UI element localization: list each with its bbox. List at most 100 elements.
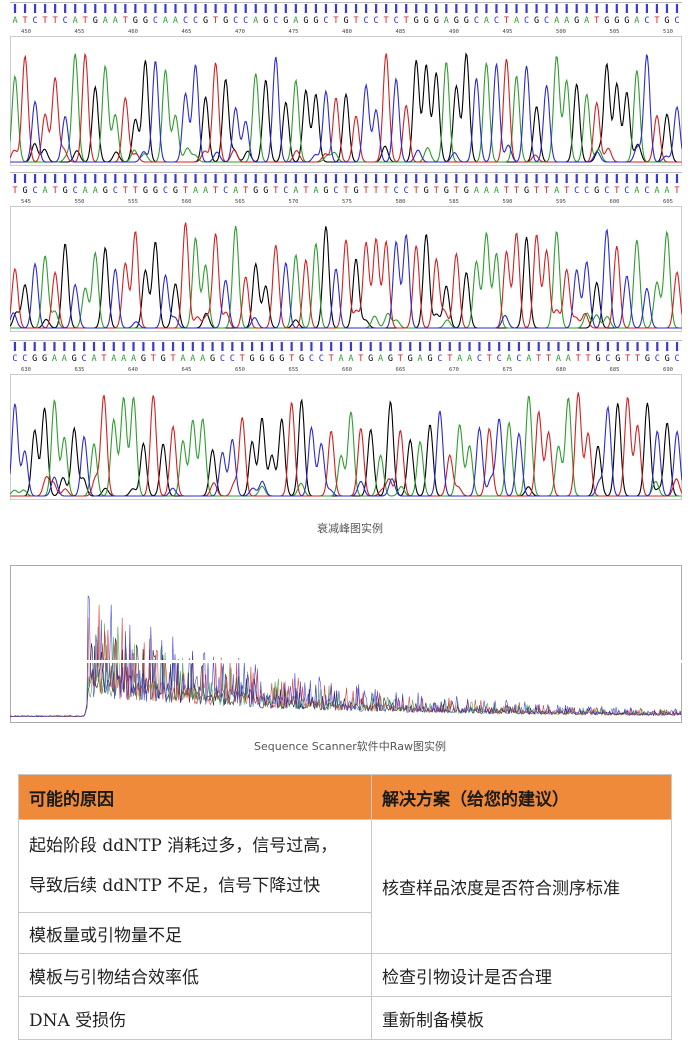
base-call-label: G [444, 186, 449, 196]
base-call-label: A [253, 16, 258, 26]
position-tick-label: 655 [289, 367, 299, 373]
base-call-label: C [497, 354, 502, 364]
position-tick-label: 565 [235, 199, 245, 205]
base-call-label: G [32, 354, 37, 364]
base-call-label: C [674, 16, 679, 26]
trace-line-G [10, 52, 682, 163]
base-call-label: T [504, 16, 509, 26]
base-call-label: C [605, 354, 610, 364]
base-call-label: T [53, 16, 58, 26]
base-call-label: G [414, 16, 419, 26]
base-call-label: G [594, 186, 599, 196]
base-call-label: C [477, 354, 482, 364]
base-call-label: A [457, 354, 462, 364]
position-tick-label: 550 [75, 199, 85, 205]
base-call-label: G [408, 354, 413, 364]
position-tick-label: 595 [556, 199, 566, 205]
cause-cell: DNA 受损伤 [18, 996, 372, 1040]
base-call-label: G [434, 16, 439, 26]
base-call-label: C [22, 354, 27, 364]
base-call-label: T [12, 186, 17, 196]
base-call-label: A [293, 186, 298, 196]
base-call-label: G [424, 186, 429, 196]
base-call-label: A [444, 16, 449, 26]
base-call-label: G [524, 186, 529, 196]
base-call-label: G [259, 354, 264, 364]
decay-caption: 衰减峰图实例 [317, 522, 383, 535]
base-call-label: G [645, 354, 650, 364]
base-call-label: A [634, 16, 639, 26]
base-call-label: C [113, 186, 118, 196]
base-call-label: T [454, 186, 459, 196]
base-call-label: C [319, 354, 324, 364]
base-call-label: G [250, 354, 255, 364]
table-row: 模板量或引物量不足 [18, 912, 672, 954]
table-row: 模板与引物结合效率低 检查引物设计是否合理 [18, 953, 672, 997]
base-call-label: G [299, 354, 304, 364]
base-call-label: T [213, 16, 218, 26]
base-call-label: A [131, 354, 136, 364]
base-call-label: G [574, 16, 579, 26]
base-call-label: A [121, 354, 126, 364]
base-call-label: A [173, 16, 178, 26]
solution-cell: 核查样品浓度是否符合测序标准 [371, 819, 672, 954]
base-call-label: T [243, 186, 248, 196]
base-call-label: T [674, 186, 679, 196]
base-call-label: G [210, 354, 215, 364]
base-call-label: G [263, 16, 268, 26]
base-call-label: A [514, 16, 519, 26]
base-call-label: C [153, 16, 158, 26]
position-tick-label: 475 [289, 29, 299, 35]
position-tick-label: 585 [449, 199, 459, 205]
base-call-label: A [233, 186, 238, 196]
base-call-label: C [333, 186, 338, 196]
base-call-label: C [544, 16, 549, 26]
position-tick-label: 685 [610, 367, 620, 373]
base-call-label: T [384, 186, 389, 196]
base-call-label: C [394, 186, 399, 196]
base-call-label: A [418, 354, 423, 364]
base-call-label: C [233, 16, 238, 26]
base-call-label: A [52, 354, 57, 364]
base-call-label: C [82, 354, 87, 364]
base-call-label: G [72, 354, 77, 364]
base-call-label: T [536, 354, 541, 364]
base-call-label: G [665, 354, 670, 364]
position-tick-label: 670 [449, 367, 459, 373]
base-call-label: G [464, 16, 469, 26]
position-tick-label: 470 [235, 29, 245, 35]
base-call-label: A [556, 354, 561, 364]
base-call-label: T [53, 186, 58, 196]
base-call-label: C [644, 16, 649, 26]
base-call-label: G [388, 354, 393, 364]
base-call-label: T [504, 186, 509, 196]
solution-cell: 重新制备模板 [371, 996, 672, 1040]
base-call-label: A [348, 354, 353, 364]
trace-line-C [10, 53, 682, 163]
trace-line-C [10, 403, 682, 497]
base-call-label: T [273, 186, 278, 196]
position-tick-label: 480 [342, 29, 352, 35]
base-call-label: G [624, 16, 629, 26]
position-tick-label: 510 [663, 29, 673, 35]
base-call-label: G [279, 354, 284, 364]
base-call-label: T [384, 16, 389, 26]
base-call-label: C [584, 186, 589, 196]
cause-cell: 模板与引物结合效率低 [18, 953, 372, 997]
base-call-label: G [263, 186, 268, 196]
base-call-label: C [230, 354, 235, 364]
base-call-label: A [12, 16, 17, 26]
base-call-label: A [43, 186, 48, 196]
position-tick-label: 505 [610, 29, 620, 35]
position-tick-label: 640 [128, 367, 138, 373]
base-call-label: G [283, 16, 288, 26]
base-call-label: C [655, 354, 660, 364]
base-call-label: T [358, 354, 363, 364]
base-call-label: A [293, 16, 298, 26]
base-call-label: G [614, 16, 619, 26]
base-call-label: C [163, 186, 168, 196]
position-tick-label: 545 [21, 199, 31, 205]
